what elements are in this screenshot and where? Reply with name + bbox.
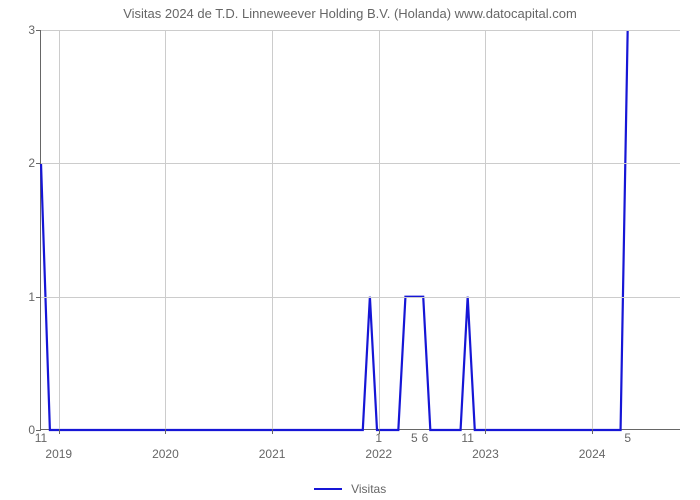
x-value-label: 11 xyxy=(461,431,473,445)
x-value-label: 6 xyxy=(422,431,429,445)
gridline-v xyxy=(272,30,273,429)
x-year-label: 2024 xyxy=(579,447,606,461)
x-year-label: 2020 xyxy=(152,447,179,461)
x-year-label: 2021 xyxy=(259,447,286,461)
series-polyline xyxy=(41,30,628,430)
x-year-label: 2022 xyxy=(365,447,392,461)
x-year-label: 2023 xyxy=(472,447,499,461)
chart-title: Visitas 2024 de T.D. Linneweever Holding… xyxy=(0,6,700,21)
gridline-h xyxy=(41,297,680,298)
y-tick-label: 3 xyxy=(28,23,35,37)
y-tick-mark xyxy=(36,163,41,164)
y-tick-mark xyxy=(36,30,41,31)
x-year-label: 2019 xyxy=(45,447,72,461)
y-tick-mark xyxy=(36,297,41,298)
x-tick-mark xyxy=(272,429,273,434)
x-value-label: 5 xyxy=(411,431,418,445)
x-value-label: 11 xyxy=(35,431,47,445)
gridline-v xyxy=(485,30,486,429)
legend: Visitas xyxy=(0,481,700,496)
y-tick-label: 1 xyxy=(28,290,35,304)
x-value-label: 1 xyxy=(375,431,382,445)
x-tick-mark xyxy=(59,429,60,434)
x-tick-mark xyxy=(165,429,166,434)
series-line xyxy=(41,30,681,430)
gridline-v xyxy=(59,30,60,429)
legend-swatch xyxy=(314,488,342,490)
x-value-label: 5 xyxy=(624,431,631,445)
gridline-v xyxy=(379,30,380,429)
plot-area: 012320192020202120222023202411156115 xyxy=(40,30,680,430)
legend-label: Visitas xyxy=(351,482,386,496)
x-tick-mark xyxy=(485,429,486,434)
gridline-v xyxy=(592,30,593,429)
y-tick-label: 2 xyxy=(28,156,35,170)
gridline-h xyxy=(41,163,680,164)
visits-chart: Visitas 2024 de T.D. Linneweever Holding… xyxy=(0,0,700,500)
gridline-h xyxy=(41,30,680,31)
x-tick-mark xyxy=(592,429,593,434)
gridline-v xyxy=(165,30,166,429)
